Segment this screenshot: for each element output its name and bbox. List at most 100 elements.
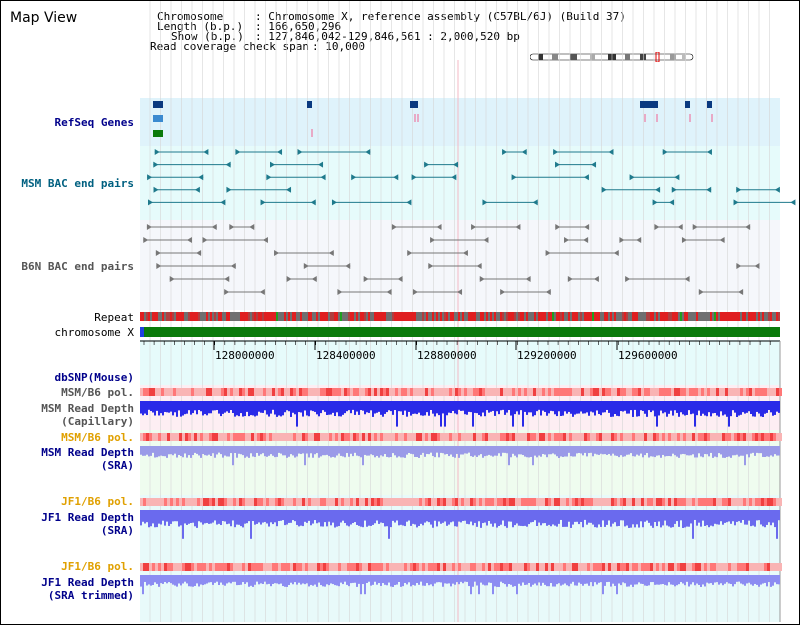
repeat-bar — [344, 312, 346, 321]
polymorphism-bar — [506, 388, 509, 396]
polymorphism-bar — [563, 498, 566, 506]
depth-bar — [382, 446, 384, 457]
depth-bar — [522, 575, 524, 583]
polymorphism-bar — [266, 563, 269, 571]
depth-bar — [516, 575, 518, 595]
msm-bac-pair-end — [148, 199, 154, 206]
depth-bar — [590, 401, 592, 412]
polymorphism-bar — [233, 563, 236, 571]
depth-bar — [330, 575, 332, 584]
depth-bar — [230, 446, 232, 454]
depth-bar — [510, 575, 512, 585]
polymorphism-bar — [521, 388, 524, 396]
polymorphism-bar — [614, 498, 617, 506]
track-label-chromosome: chromosome X — [54, 326, 134, 339]
refseq-gene — [685, 101, 690, 108]
depth-bar — [774, 575, 776, 583]
depth-bar — [644, 446, 646, 456]
repeat-bar — [652, 312, 654, 321]
depth-bar — [260, 575, 262, 584]
polymorphism-bar — [395, 498, 398, 506]
depth-bar — [140, 446, 142, 455]
polymorphism-bar — [401, 433, 404, 441]
repeat-bar — [714, 312, 716, 321]
polymorphism-bar — [413, 498, 416, 506]
polymorphism-bar — [605, 433, 608, 441]
polymorphism-bar — [686, 563, 689, 571]
depth-bar — [506, 401, 508, 413]
repeat-bar — [626, 312, 628, 321]
depth-bar — [410, 401, 412, 416]
repeat-bar — [452, 312, 454, 321]
b6n-bac-pair-end — [625, 276, 631, 282]
repeat-bar — [592, 312, 594, 321]
repeat-bar — [430, 312, 432, 321]
b6n-bac-pair-end — [698, 289, 704, 295]
depth-bar — [598, 401, 600, 414]
polymorphism-bar — [146, 563, 149, 571]
depth-bar — [362, 401, 364, 411]
depth-bar — [676, 446, 678, 457]
depth-bar — [652, 575, 654, 583]
depth-bar — [188, 446, 190, 456]
repeat-bar — [374, 312, 376, 321]
polymorphism-bar — [464, 388, 467, 396]
b6n-bac-pair-end — [337, 289, 343, 295]
polymorphism-bar — [242, 563, 245, 571]
depth-bar — [692, 510, 694, 539]
depth-bar — [226, 401, 228, 412]
depth-bar — [698, 510, 700, 523]
repeat-bar — [654, 312, 656, 321]
polymorphism-bar — [206, 563, 209, 571]
repeat-bar — [584, 312, 586, 321]
depth-bar — [770, 446, 772, 456]
polymorphism-bar — [170, 433, 173, 441]
chromosome-ideogram[interactable] — [530, 52, 695, 62]
depth-bar — [732, 575, 734, 587]
depth-bar — [390, 510, 392, 528]
polymorphism-bar — [533, 563, 536, 571]
polymorphism-bar — [641, 388, 644, 396]
depth-bar — [468, 510, 470, 525]
depth-bar — [224, 575, 226, 586]
polymorphism-bar — [647, 433, 650, 441]
depth-bar — [454, 446, 456, 458]
depth-bar — [418, 510, 420, 526]
b6n-bac-pair-end — [719, 237, 725, 243]
depth-bar — [506, 446, 508, 454]
polymorphism-bar — [605, 388, 608, 396]
depth-bar — [276, 510, 278, 527]
polymorphism-bar — [452, 563, 455, 571]
polymorphism-bar — [425, 498, 428, 506]
msm-bac-pair-end — [553, 149, 559, 155]
polymorphism-bar — [557, 498, 560, 506]
depth-bar — [536, 401, 538, 412]
polymorphism-bar — [287, 498, 290, 506]
repeat-bar — [156, 312, 158, 321]
polymorphism-bar — [362, 563, 365, 571]
depth-bar — [760, 446, 762, 454]
depth-bar — [706, 446, 708, 455]
depth-bar — [580, 510, 582, 522]
repeat-bar — [550, 312, 552, 321]
depth-bar — [344, 575, 346, 582]
depth-bar — [672, 575, 674, 585]
depth-bar — [466, 510, 468, 524]
polymorphism-bar — [215, 498, 218, 506]
polymorphism-bar — [701, 563, 704, 571]
polymorphism-bar — [158, 498, 161, 506]
polymorphism-bar — [656, 563, 659, 571]
depth-bar — [190, 510, 192, 523]
depth-bar — [242, 446, 244, 456]
depth-bar — [536, 510, 538, 526]
polymorphism-bar — [443, 498, 446, 506]
depth-bar — [742, 575, 744, 585]
depth-bar — [690, 446, 692, 456]
depth-bar — [706, 401, 708, 417]
depth-bar — [758, 510, 760, 521]
repeat-bar — [372, 312, 374, 321]
polymorphism-bar — [734, 498, 737, 506]
track-label-jf1-depth-trim: JF1 Read Depth — [41, 576, 134, 589]
msm-bac-pair-end — [393, 174, 399, 181]
